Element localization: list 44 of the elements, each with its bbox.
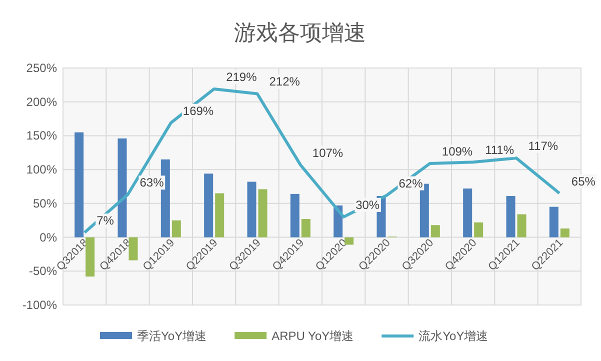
bar	[290, 194, 300, 238]
legend-label: 季活YoY增速	[137, 329, 207, 343]
y-tick-label: 0%	[40, 230, 58, 244]
bar	[86, 237, 95, 277]
bar	[204, 174, 214, 238]
bar	[517, 214, 526, 238]
data-label: 7%	[96, 214, 114, 228]
y-tick-label: 200%	[26, 94, 58, 109]
y-tick-label: 250%	[26, 61, 58, 75]
legend-label: 流水YoY增速	[418, 329, 488, 343]
data-label: 219%	[226, 70, 258, 84]
bar	[560, 228, 570, 238]
data-label: 117%	[528, 139, 558, 154]
bar	[430, 225, 440, 238]
data-label: 169%	[182, 104, 214, 118]
data-label: 63%	[140, 176, 164, 190]
y-tick-label: -100%	[22, 298, 58, 312]
y-tick-label: -50%	[28, 264, 58, 278]
bar	[344, 237, 354, 245]
y-tick-label: 50%	[32, 196, 58, 210]
bar	[301, 219, 310, 238]
y-tick-label: 150%	[26, 128, 58, 143]
bar	[474, 222, 484, 238]
bar	[247, 182, 256, 238]
bar	[463, 188, 472, 238]
data-label: 107%	[312, 146, 344, 160]
data-label: 30%	[356, 198, 380, 212]
bar	[506, 196, 516, 238]
data-label: 109%	[442, 144, 473, 158]
data-label: 65%	[571, 174, 596, 188]
legend-label: ARPU YoY增速	[272, 329, 354, 343]
bar	[118, 138, 127, 238]
y-tick-label: 100%	[26, 162, 58, 177]
bar	[258, 189, 268, 238]
line-series	[83, 87, 561, 234]
data-label: 212%	[269, 74, 300, 89]
bar	[74, 132, 84, 238]
title: 游戏各项增速	[234, 20, 366, 45]
bar	[172, 220, 181, 238]
data-label: 111%	[485, 143, 514, 158]
bar	[549, 206, 558, 238]
bar	[215, 193, 224, 238]
bar	[128, 237, 138, 260]
data-label: 62%	[398, 176, 424, 190]
